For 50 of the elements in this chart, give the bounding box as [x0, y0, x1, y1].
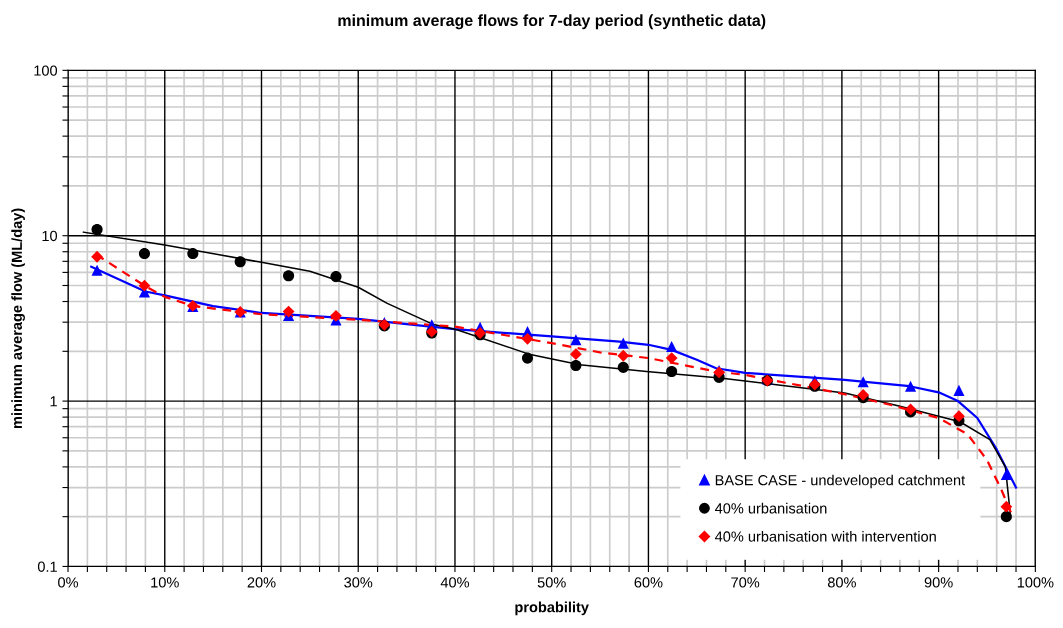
legend-label: BASE CASE - undeveloped catchment: [715, 474, 966, 489]
y-tick-label: 100: [34, 65, 58, 76]
x-tick-label: 20%: [247, 577, 276, 588]
point: [857, 376, 869, 388]
x-tick-label: 70%: [731, 577, 760, 588]
point: [521, 352, 534, 364]
y-tick-label: 0.1: [37, 561, 57, 572]
x-tick-label: 50%: [537, 577, 566, 588]
point: [330, 309, 342, 322]
point: [138, 279, 151, 292]
x-tick-label: 60%: [634, 577, 663, 588]
point: [570, 334, 582, 346]
x-tick-label: 90%: [924, 577, 953, 588]
point: [1000, 511, 1012, 523]
y-tick-label: 10: [42, 230, 58, 242]
point: [569, 348, 582, 361]
y-axis-title: minimum average flow (ML/day): [11, 208, 25, 429]
point: [91, 223, 103, 236]
point: [666, 340, 678, 352]
point: [905, 380, 917, 392]
point: [138, 248, 151, 260]
point: [521, 332, 534, 345]
point: [617, 361, 629, 373]
point: [570, 360, 582, 372]
point: [617, 349, 630, 362]
x-tick-label: 30%: [344, 577, 373, 588]
point: [234, 256, 246, 268]
point: [283, 270, 295, 282]
line-series: [90, 265, 1018, 489]
point: [953, 384, 965, 396]
point: [1000, 468, 1012, 481]
x-tick-label: 100%: [1017, 577, 1054, 588]
x-tick-label: 40%: [440, 577, 470, 588]
point: [91, 264, 103, 276]
x-tick-label: 10%: [151, 577, 179, 588]
point: [187, 248, 199, 260]
point: [666, 365, 678, 378]
point: [91, 250, 103, 263]
point: [953, 410, 965, 423]
point: [665, 352, 678, 364]
point: [617, 337, 629, 349]
chart-title: minimum average flows for 7-day period (synthetic data): [338, 14, 766, 30]
x-tick-label: 80%: [827, 577, 856, 588]
y-tick-label: 1: [50, 396, 57, 407]
x-tick-label: 0%: [58, 577, 79, 588]
point: [1000, 500, 1013, 513]
legend-label: 40% urbanisation: [714, 502, 827, 514]
x-axis-title: probability: [515, 601, 589, 616]
point: [330, 271, 342, 283]
legend-label: 40% urbanisation with intervention: [714, 530, 936, 542]
